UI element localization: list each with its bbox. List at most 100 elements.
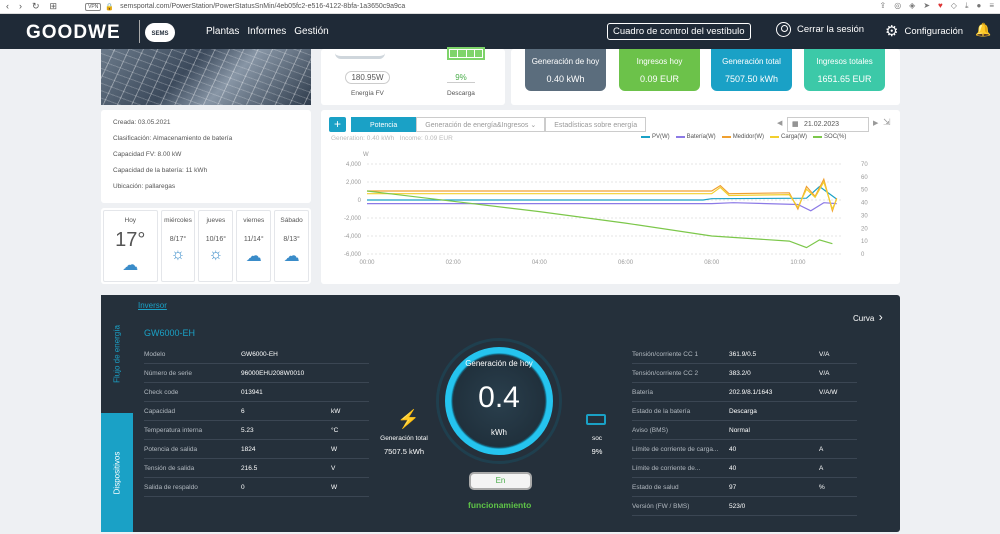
summary-title: Generación de hoy: [531, 57, 600, 66]
y-tick-label: -4,000: [344, 234, 362, 240]
status-button[interactable]: En: [469, 472, 532, 490]
series-line: [367, 185, 838, 201]
goodwe-logo[interactable]: GOODWE: [26, 22, 121, 43]
tab-devices[interactable]: Dispositivos: [101, 413, 133, 532]
legend-item[interactable]: Medidor(W): [721, 134, 764, 140]
prev-date-icon[interactable]: ◀: [777, 120, 783, 127]
export-icon[interactable]: ⇲: [883, 117, 891, 127]
heart-icon[interactable]: ♥: [938, 1, 943, 10]
download-icon[interactable]: ⤓: [964, 1, 969, 10]
send-icon[interactable]: ➤: [923, 1, 931, 10]
sun-icon: ☼: [170, 246, 186, 263]
row-unit: V/A: [819, 350, 830, 358]
table-row: Tensión/corriente CC 2 383.2/0 V/A: [632, 364, 857, 383]
camera-icon[interactable]: ◎: [894, 1, 902, 10]
row-value: Normal: [729, 426, 750, 434]
menu-gestion[interactable]: Gestión: [294, 26, 329, 37]
summary-value: 1651.65 EUR: [817, 74, 872, 84]
tab-generation-income[interactable]: Generación de energía&Ingresos ⌄: [416, 117, 546, 132]
legend-item[interactable]: SOC(%): [813, 134, 846, 140]
weather-day-label: jueves: [206, 217, 226, 224]
lobby-dashboard-button[interactable]: Cuadro de control del vestíbulo: [607, 23, 751, 40]
gear-icon: ⚙: [885, 23, 899, 40]
table-row: Versión (FW / BMS) 523/0: [632, 497, 857, 516]
generation-income-text: Generation: 0.40 kWh Income: 0.09 EUR: [331, 135, 453, 142]
legend-swatch: [675, 136, 685, 138]
classification: Clasificación: Almacenamiento de batería: [113, 135, 233, 142]
shield-icon[interactable]: ◈: [909, 1, 916, 10]
row-label: Tensión/corriente CC 1: [632, 350, 699, 358]
menu-icon[interactable]: ≡: [989, 1, 994, 10]
row-label: Salida de respaldo: [144, 483, 198, 491]
row-unit: A: [819, 464, 824, 472]
row-value: 523/0: [729, 502, 746, 510]
table-row: Tensión/corriente CC 1 361.9/0.5 V/A: [632, 345, 857, 364]
add-icon[interactable]: +: [329, 117, 346, 132]
row-value: 361.9/0.5: [729, 350, 757, 358]
legend-item[interactable]: PV(W): [641, 134, 670, 140]
row-value: 5.23: [241, 426, 254, 434]
pv-power-value: 180.95W: [345, 71, 390, 84]
row-label: Versión (FW / BMS): [632, 502, 690, 510]
soc-value: 9%: [591, 447, 603, 456]
weather-today: Hoy 17° ☁: [103, 210, 158, 282]
row-label: Temperatura interna: [144, 426, 203, 434]
logo-divider: [139, 20, 140, 43]
curve-button[interactable]: Curva ›: [853, 310, 883, 324]
income-text: Income: 0.09 EUR: [399, 135, 453, 142]
tab-energy-flow[interactable]: Flujo de energía: [101, 295, 133, 412]
bell-icon[interactable]: 🔔: [975, 22, 992, 37]
inverter-model-title: GW6000-EH: [144, 328, 196, 338]
legend-item[interactable]: Batería(W): [675, 134, 716, 140]
chevron-right-icon: ›: [878, 310, 883, 324]
share-icon[interactable]: ⇪: [879, 1, 887, 10]
weather-temp: 10/16°: [205, 236, 227, 243]
row-label: Estado de salud: [632, 483, 679, 491]
tab-power[interactable]: Potencia: [351, 117, 417, 132]
menu-informes[interactable]: Informes: [247, 26, 287, 37]
inverter-link[interactable]: Inversor: [138, 301, 167, 310]
address-bar[interactable]: semsportal.com/PowerStation/PowerStatusS…: [120, 3, 406, 10]
logout-button[interactable]: Cerrar la sesión: [776, 22, 864, 37]
reload-icon[interactable]: ↻: [32, 1, 40, 11]
row-label: Tensión/corriente CC 2: [632, 369, 699, 377]
table-row: Tensión de salida 216.5 V: [144, 459, 369, 478]
cube-icon[interactable]: ◇: [950, 1, 957, 10]
row-value: 1824: [241, 445, 256, 453]
config-button[interactable]: ⚙ Configuración: [885, 22, 963, 40]
created-date: Creada: 03.05.2021: [113, 119, 171, 126]
y2-tick-label: 60: [861, 175, 868, 181]
x-tick-label: 04:00: [532, 260, 548, 266]
summary-value: 0.40 kWh: [546, 74, 585, 84]
power-chart[interactable]: 4,000 2,000 0 -2,000 -4,000 -6,000 W 70 60 50 40 30…: [321, 110, 900, 284]
table-row: Límite de corriente de... 40 A: [632, 459, 857, 478]
next-date-icon[interactable]: ▶: [873, 120, 879, 127]
table-row: Número de serie 96000EHU208W0010: [144, 364, 369, 383]
row-label: Aviso (BMS): [632, 426, 668, 434]
back-icon[interactable]: ‹: [6, 1, 9, 11]
profile-icon[interactable]: ●: [976, 1, 982, 10]
y2-tick-label: 10: [861, 239, 868, 245]
grid-icon[interactable]: ⊞: [49, 1, 58, 11]
generation-text: Generation: 0.40 kWh: [331, 135, 395, 142]
row-label: Batería: [632, 388, 653, 396]
weather-temp: 11/14°: [243, 236, 264, 243]
row-label: Límite de corriente de carga...: [632, 445, 719, 453]
browser-nav: ‹ › ↻ ⊞: [0, 1, 57, 12]
date-picker[interactable]: ▦ 21.02.2023: [787, 117, 869, 132]
row-unit: V/A: [819, 369, 830, 377]
summary-income-total: Ingresos totales 1651.65 EUR: [804, 49, 885, 91]
weather-day: jueves 10/16° ☼: [198, 210, 234, 282]
menu-plantas[interactable]: Plantas: [206, 26, 240, 37]
forward-icon[interactable]: ›: [19, 1, 22, 11]
weather-temp: 17°: [115, 229, 146, 251]
tab-energy-stats[interactable]: Estadísticas sobre energía: [545, 117, 647, 132]
row-value: 013941: [241, 388, 263, 396]
tab-generation-label: Generación de energía&Ingresos: [425, 122, 529, 129]
vpn-badge[interactable]: VPN: [85, 2, 102, 11]
legend-item[interactable]: Carga(W): [770, 134, 807, 140]
status-text: funcionamiento: [468, 500, 532, 510]
row-unit: %: [819, 483, 825, 491]
row-value: 97: [729, 483, 737, 491]
weather-day: miércoles 8/17° ☼: [160, 210, 196, 282]
